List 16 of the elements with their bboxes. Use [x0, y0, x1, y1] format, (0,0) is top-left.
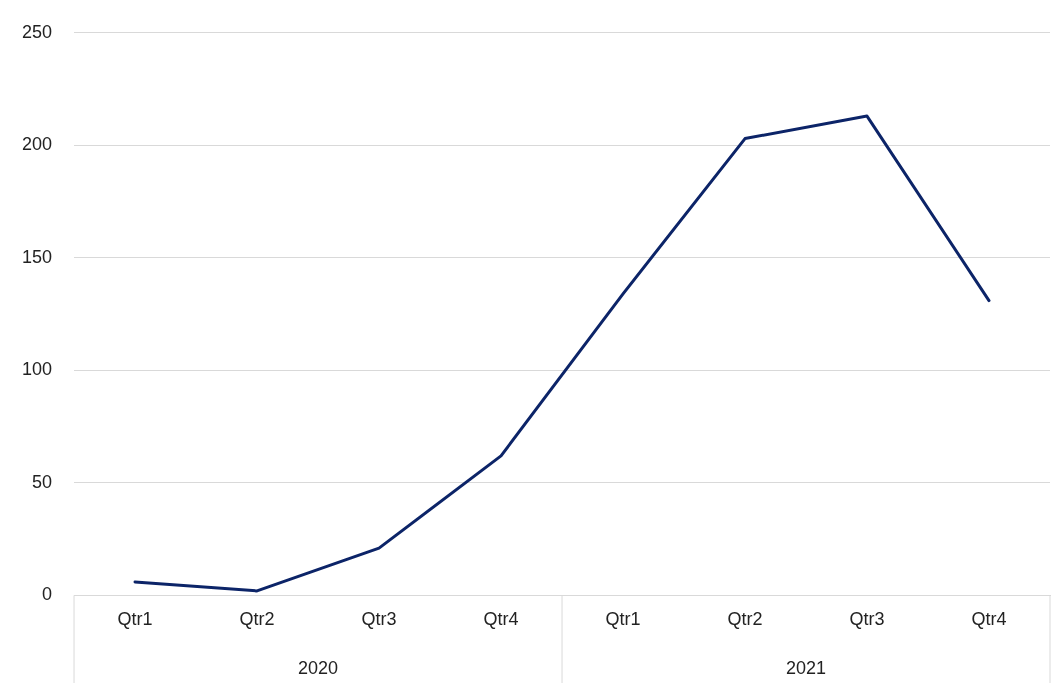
x-tick-label: Qtr2 [727, 609, 763, 630]
y-tick-label: 150 [21, 246, 53, 267]
y-tick-label: 50 [32, 471, 53, 492]
text: 2021 [785, 657, 827, 678]
x-tick-label: Qtr4 [971, 609, 1007, 630]
x-tick-label: Qtr3 [849, 609, 885, 630]
x-tick-label: Qtr4 [483, 609, 519, 630]
x-tick-label: Qtr1 [605, 609, 641, 630]
y-tick-label: 0 [42, 584, 53, 605]
x-tick-label: Qtr2 [239, 609, 275, 630]
x-tick-label: Qtr1 [117, 609, 153, 630]
text: 2020 [298, 657, 339, 678]
y-tick-label: 100 [21, 359, 53, 380]
x-tick-label: Qtr3 [361, 609, 397, 630]
y-tick-label: 200 [21, 134, 53, 155]
y-tick-label: 250 [21, 21, 53, 42]
